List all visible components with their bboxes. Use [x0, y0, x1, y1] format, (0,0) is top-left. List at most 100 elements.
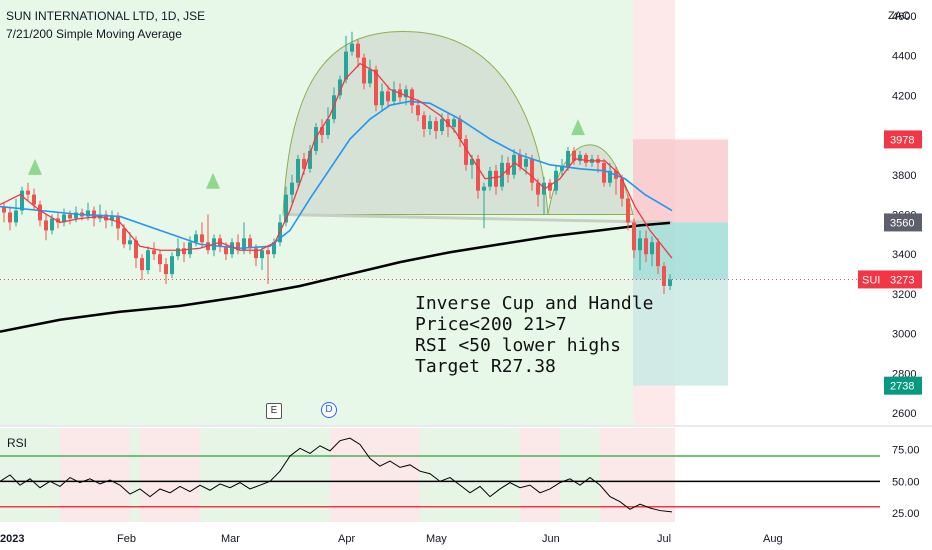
rsi-tick-label: 50.00 — [892, 476, 920, 488]
candle — [170, 252, 174, 279]
candle — [644, 230, 648, 263]
time-axis-label: Aug — [763, 533, 783, 545]
time-axis-label: Apr — [338, 533, 355, 545]
candle — [182, 242, 186, 263]
candle-body — [14, 210, 18, 223]
candle-body — [494, 170, 498, 187]
candle-body — [182, 248, 186, 255]
price-label-text: 3560 — [890, 217, 914, 229]
candle — [416, 99, 420, 122]
candle-body — [20, 190, 24, 211]
candle-body — [134, 240, 138, 259]
candle — [44, 214, 48, 241]
rsi-green-band — [560, 428, 600, 522]
candle-body — [290, 182, 294, 195]
candle-body — [74, 212, 78, 219]
candle-body — [416, 105, 420, 116]
candle-body — [308, 150, 312, 169]
annotation-line-4: Target R27.38 — [415, 356, 556, 377]
candle — [320, 119, 324, 143]
candle-body — [170, 256, 174, 275]
candle-body — [452, 119, 456, 128]
candle-body — [602, 162, 606, 183]
candle-body — [26, 190, 30, 195]
time-axis-label: Mar — [221, 533, 240, 545]
candle — [572, 146, 576, 165]
candle — [236, 234, 240, 255]
candle — [104, 210, 108, 229]
candle-body — [608, 170, 612, 183]
signal-triangle — [28, 158, 42, 175]
candle-body — [512, 154, 516, 175]
candle — [350, 31, 354, 56]
time-axis-label: Feb — [117, 533, 136, 545]
candle-body — [62, 214, 66, 223]
signal-triangle — [206, 172, 220, 189]
candle — [626, 194, 630, 231]
candle-body — [440, 119, 444, 132]
candle-body — [482, 186, 486, 191]
candle-body — [344, 51, 348, 80]
target-zone — [633, 279, 728, 386]
price-tick-label: 3000 — [892, 329, 916, 341]
earnings-event-icon[interactable]: E — [266, 403, 282, 419]
candle-body — [404, 89, 408, 98]
candle — [542, 176, 546, 215]
annotation-line-3: RSI <50 lower highs — [415, 335, 621, 356]
dividend-event-icon[interactable]: D — [321, 402, 337, 418]
candle-body — [2, 206, 6, 213]
candle — [362, 53, 366, 90]
candle — [356, 39, 360, 68]
candle-body — [164, 264, 168, 275]
candle-body — [650, 242, 654, 255]
candle — [638, 230, 642, 271]
profit-zone — [633, 222, 728, 280]
candle-body — [518, 154, 522, 167]
candle-body — [620, 178, 624, 199]
sma-21-line — [0, 100, 673, 250]
candle-body — [572, 150, 576, 161]
candle-body — [122, 228, 126, 245]
candle-body — [524, 158, 528, 167]
candle-body — [386, 91, 390, 102]
price-tick-label: 2600 — [892, 408, 916, 420]
candle-body — [644, 238, 648, 255]
candle-body — [296, 158, 300, 183]
candle — [56, 212, 60, 229]
candle — [314, 123, 318, 155]
candle-body — [68, 214, 72, 219]
candle — [494, 164, 498, 195]
candle-body — [110, 216, 114, 221]
sma-7-line — [0, 62, 673, 259]
candle-body — [668, 279, 672, 286]
candle — [14, 198, 18, 227]
price-tick-label: 3400 — [892, 249, 916, 261]
candle — [488, 166, 492, 191]
candle-body — [104, 214, 108, 221]
candle-body — [470, 158, 474, 165]
rsi-green-band — [200, 428, 330, 522]
candle — [368, 59, 372, 88]
candle-body — [356, 43, 360, 58]
candle-body — [314, 127, 318, 151]
candle — [38, 200, 42, 227]
candle-body — [374, 69, 378, 106]
candle-body — [362, 57, 366, 84]
candle — [296, 154, 300, 187]
candle — [248, 234, 252, 255]
candle — [656, 238, 660, 275]
symbol-tag — [858, 270, 884, 289]
candle-body — [158, 254, 162, 265]
candle-body — [194, 234, 198, 243]
candle — [464, 135, 468, 171]
candle — [260, 246, 264, 271]
candle-body — [422, 115, 426, 130]
symbol-title: SUN INTERNATIONAL LTD, 1D, JSE — [6, 9, 206, 23]
candle — [290, 174, 294, 203]
candle-body — [50, 218, 54, 231]
candle — [62, 208, 66, 227]
candle — [482, 182, 486, 229]
candle-body — [458, 119, 462, 140]
candle — [266, 246, 270, 284]
